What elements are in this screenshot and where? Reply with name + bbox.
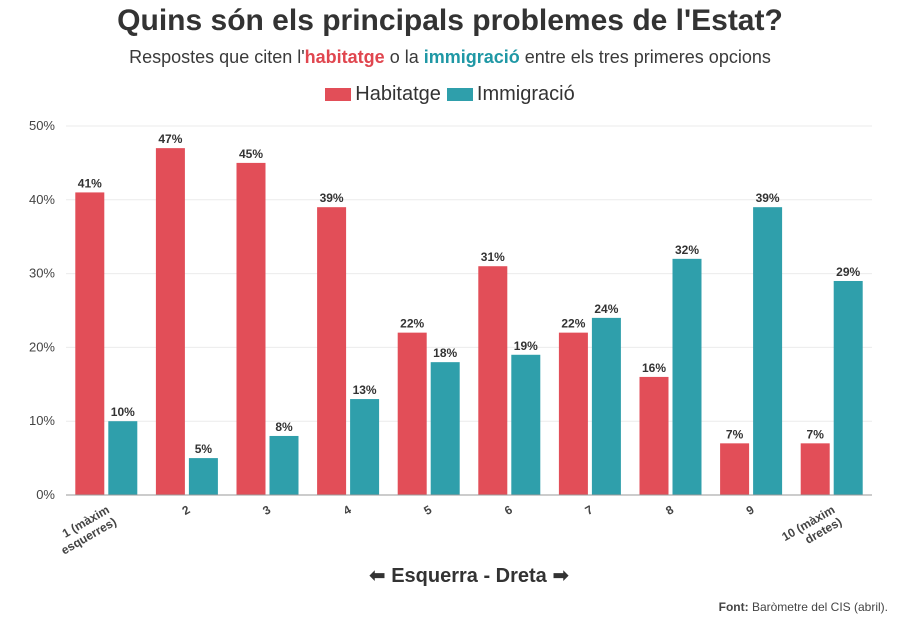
legend-item-habitatge: Habitatge <box>325 83 441 106</box>
y-tick-label: 0% <box>36 487 55 502</box>
x-tick-label: 8 <box>663 502 676 518</box>
bar <box>317 207 347 495</box>
data-label: 13% <box>353 383 377 397</box>
bar <box>350 399 380 495</box>
legend-item-immigracio: Immigració <box>446 83 575 106</box>
source-note: Font: Baròmetre del CIS (abril). <box>719 600 888 614</box>
bar <box>155 148 185 495</box>
x-tick-label: 2 <box>180 502 193 518</box>
x-axis-caption: ⬅ Esquerra - Dreta ➡ <box>368 565 570 587</box>
bar <box>800 443 830 495</box>
y-tick-label: 30% <box>29 266 55 281</box>
bar <box>720 443 750 495</box>
x-tick-label: 9 <box>744 502 757 518</box>
chart-subtitle: Respostes que citen l'habitatge o la imm… <box>0 47 900 68</box>
data-label: 7% <box>726 427 744 441</box>
data-label: 16% <box>642 361 666 375</box>
x-tick-label: 3 <box>260 502 273 518</box>
data-label: 8% <box>275 420 293 434</box>
data-label: 22% <box>400 317 424 331</box>
x-tick-label: 1 (màximesquerres) <box>52 502 119 557</box>
bar <box>672 258 702 495</box>
bar <box>511 354 541 495</box>
data-label: 7% <box>807 427 825 441</box>
data-label: 24% <box>594 302 618 316</box>
subtitle-middle: o la <box>384 47 424 67</box>
source-text: Baròmetre del CIS (abril). <box>748 600 888 614</box>
data-label: 47% <box>158 132 182 146</box>
bar <box>108 421 138 495</box>
x-tick-label: 5 <box>421 502 434 518</box>
data-label: 41% <box>78 176 102 190</box>
bar <box>753 207 783 495</box>
bar <box>558 332 588 495</box>
data-label: 18% <box>433 346 457 360</box>
bar <box>75 192 105 496</box>
data-label: 39% <box>320 191 344 205</box>
y-tick-label: 40% <box>29 192 55 207</box>
subtitle-highlight-immigracio: immigració <box>423 47 520 67</box>
x-tick-label: 7 <box>583 502 596 518</box>
bar <box>397 332 427 495</box>
subtitle-prefix: Respostes que citen l' <box>129 47 305 67</box>
subtitle-highlight-habitatge: habitatge <box>304 47 385 67</box>
chart-title: Quins són els principals problemes de l'… <box>117 4 783 37</box>
source-label: Font: <box>718 600 749 614</box>
legend-label-habitatge: Habitatge <box>355 83 441 105</box>
bar <box>591 317 621 495</box>
bar <box>430 362 460 495</box>
bar <box>236 162 266 495</box>
data-label: 5% <box>195 442 213 456</box>
data-label: 22% <box>561 317 585 331</box>
bar <box>833 280 863 495</box>
legend-label-immigracio: Immigració <box>476 83 575 105</box>
y-tick-label: 10% <box>29 413 55 428</box>
subtitle-suffix: entre els tres primeres opcions <box>519 47 771 67</box>
data-label: 39% <box>756 191 780 205</box>
bar <box>269 435 299 495</box>
legend-swatch-immigracio <box>446 88 473 101</box>
data-label: 45% <box>239 147 263 161</box>
bar <box>478 266 508 495</box>
legend-swatch-habitatge <box>325 88 352 101</box>
data-label: 31% <box>481 250 505 264</box>
x-tick-label: 10 (màximdretes) <box>779 502 844 556</box>
x-tick-label: 6 <box>502 502 515 518</box>
x-tick-label: 4 <box>341 502 354 518</box>
data-label: 10% <box>111 405 135 419</box>
data-label: 29% <box>836 265 860 279</box>
data-label: 32% <box>675 243 699 257</box>
y-tick-label: 50% <box>29 118 55 133</box>
y-tick-label: 20% <box>29 339 55 354</box>
bar <box>188 458 218 495</box>
bar <box>639 376 669 495</box>
chart-legend: Habitatge Immigració <box>0 83 900 106</box>
data-label: 19% <box>514 339 538 353</box>
